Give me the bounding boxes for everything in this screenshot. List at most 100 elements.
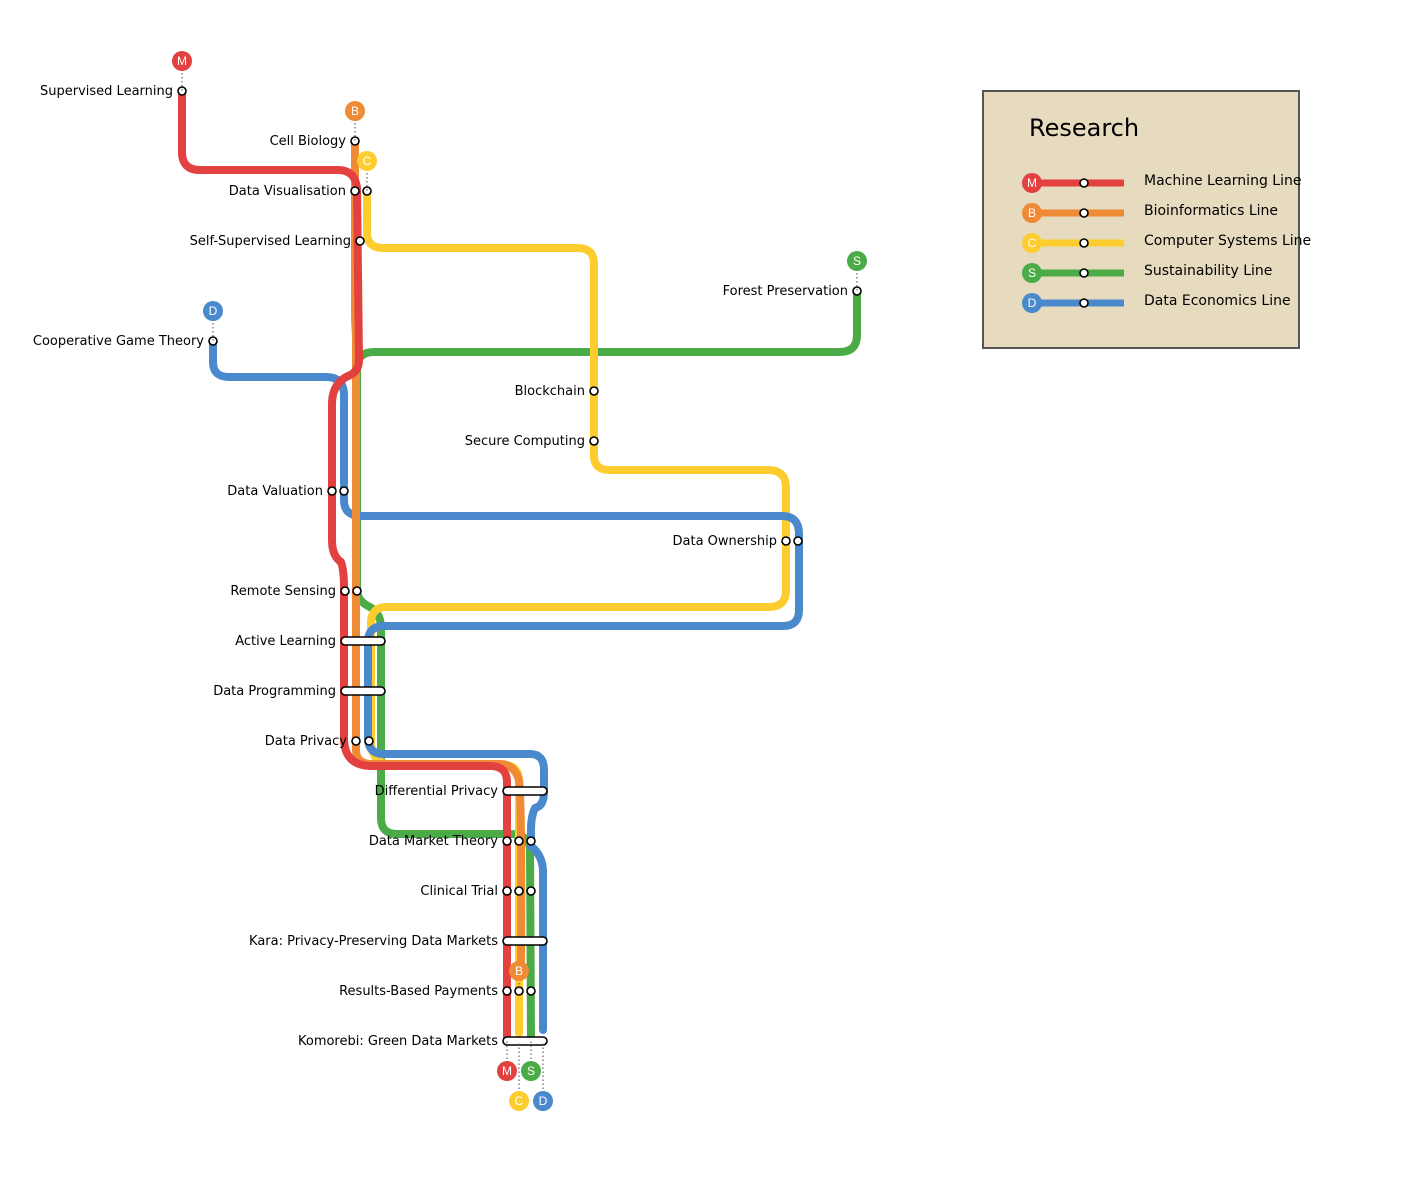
station-komorebi-green-data-markets[interactable]: Komorebi: Green Data Markets — [298, 1034, 548, 1049]
terminal-badge-B: B — [509, 961, 529, 991]
terminal-circle — [847, 251, 867, 271]
station-label: Clinical Trial — [420, 884, 498, 899]
station-label: Data Visualisation — [229, 184, 346, 199]
station-label: Secure Computing — [465, 434, 585, 449]
station-label: Active Learning — [235, 634, 336, 649]
station-marker — [514, 886, 524, 896]
station-data-privacy[interactable]: Data Privacy — [265, 734, 374, 749]
station-label: Data Ownership — [673, 534, 778, 549]
terminal-circle — [521, 1061, 541, 1081]
station-label: Cell Biology — [270, 134, 347, 149]
legend: Research M Machine Learning Line B Bioin… — [982, 90, 1311, 349]
interchange-marker — [340, 686, 386, 696]
terminal-badge-S: S — [521, 1041, 541, 1081]
terminal-badge-C: C — [509, 1041, 529, 1111]
terminal-circle — [533, 1091, 553, 1111]
line-path-D — [209, 337, 803, 1034]
legend-swatch-data-economics: D — [1022, 293, 1124, 313]
terminal-badge-M: M — [172, 51, 192, 91]
station-marker — [589, 386, 599, 396]
station-forest-preservation[interactable]: Forest Preservation — [723, 284, 862, 299]
station-label: Komorebi: Green Data Markets — [298, 1034, 498, 1049]
station-marker — [589, 436, 599, 446]
station-marker — [340, 586, 350, 596]
terminal-badge-D: D — [533, 1041, 553, 1111]
terminal-letter: M — [177, 54, 187, 68]
station-data-valuation[interactable]: Data Valuation — [227, 484, 349, 499]
station-active-learning[interactable]: Active Learning — [235, 634, 386, 649]
station-label: Kara: Privacy-Preserving Data Markets — [249, 934, 498, 949]
station-label: Supervised Learning — [40, 84, 173, 99]
legend-item-bioinformatics: B Bioinformatics Line — [1020, 201, 1300, 225]
station-marker — [526, 886, 536, 896]
station-marker — [514, 836, 524, 846]
legend-label-computer-systems: Computer Systems Line — [1144, 233, 1312, 249]
station-cell-biology[interactable]: Cell Biology — [270, 134, 360, 149]
station-marker — [339, 486, 349, 496]
line-path-C — [363, 187, 790, 1037]
terminal-letter: B — [351, 104, 359, 118]
terminal-badge-M: M — [497, 1041, 517, 1081]
station-label: Data Market Theory — [369, 834, 498, 849]
station-marker — [177, 86, 187, 96]
station-remote-sensing[interactable]: Remote Sensing — [230, 584, 362, 599]
station-differential-privacy[interactable]: Differential Privacy — [375, 784, 548, 799]
station-marker — [352, 586, 362, 596]
legend-label-sustainability: Sustainability Line — [1144, 263, 1273, 279]
interchange-marker — [502, 936, 548, 946]
terminal-badge-C: C — [357, 151, 377, 191]
station-label: Remote Sensing — [230, 584, 336, 599]
station-marker — [781, 536, 791, 546]
station-secure-computing[interactable]: Secure Computing — [465, 434, 599, 449]
station-data-visualisation[interactable]: Data Visualisation — [229, 184, 372, 199]
station-clinical-trial[interactable]: Clinical Trial — [420, 884, 536, 899]
station-kara-privacy-preserving-data-markets[interactable]: Kara: Privacy-Preserving Data Markets — [249, 934, 548, 949]
station-label: Forest Preservation — [723, 284, 848, 299]
station-marker — [350, 136, 360, 146]
terminal-circle — [497, 1061, 517, 1081]
legend-label-data-economics: Data Economics Line — [1144, 293, 1291, 309]
station-label: Cooperative Game Theory — [33, 334, 204, 349]
station-data-programming[interactable]: Data Programming — [213, 684, 386, 699]
station-marker — [852, 286, 862, 296]
legend-title: Research — [1029, 114, 1140, 142]
station-label: Data Privacy — [265, 734, 348, 749]
station-cooperative-game-theory[interactable]: Cooperative Game Theory — [33, 334, 218, 349]
legend-item-sustainability: S Sustainability Line — [1020, 261, 1300, 285]
station-label: Differential Privacy — [375, 784, 499, 799]
station-marker — [351, 736, 361, 746]
station-marker — [502, 986, 512, 996]
terminal-circle — [172, 51, 192, 71]
station-marker — [350, 186, 360, 196]
station-marker — [526, 836, 536, 846]
station-data-market-theory[interactable]: Data Market Theory — [369, 834, 536, 849]
station-marker — [793, 536, 803, 546]
station-label: Data Programming — [213, 684, 336, 699]
svg-text:M: M — [1027, 176, 1037, 190]
legend-label-bioinformatics: Bioinformatics Line — [1144, 203, 1279, 219]
station-blockchain[interactable]: Blockchain — [515, 384, 599, 399]
terminal-badge-D: D — [203, 301, 223, 341]
station-self-supervised-learning[interactable]: Self-Supervised Learning — [190, 234, 365, 249]
terminal-letter: M — [502, 1064, 512, 1078]
lines-layer — [178, 87, 861, 1044]
station-label: Self-Supervised Learning — [190, 234, 351, 249]
svg-text:C: C — [1028, 236, 1037, 250]
station-label: Blockchain — [515, 384, 585, 399]
terminal-circle — [203, 301, 223, 321]
svg-text:S: S — [1028, 266, 1036, 280]
legend-item-computer-systems: C Computer Systems Line — [1020, 231, 1311, 255]
station-marker — [355, 236, 365, 246]
legend-swatch-sustainability: S — [1022, 263, 1124, 283]
terminal-letter: D — [539, 1094, 548, 1108]
legend-item-data-economics: D Data Economics Line — [1020, 291, 1300, 315]
legend-swatch-bioinformatics: B — [1022, 203, 1124, 223]
station-marker — [364, 736, 374, 746]
station-data-ownership[interactable]: Data Ownership — [673, 534, 803, 549]
station-marker — [208, 336, 218, 346]
legend-item-machine-learning: M Machine Learning Line — [1020, 171, 1301, 195]
station-supervised-learning[interactable]: Supervised Learning — [40, 84, 187, 99]
station-marker — [362, 186, 372, 196]
terminal-letter: S — [853, 254, 861, 268]
